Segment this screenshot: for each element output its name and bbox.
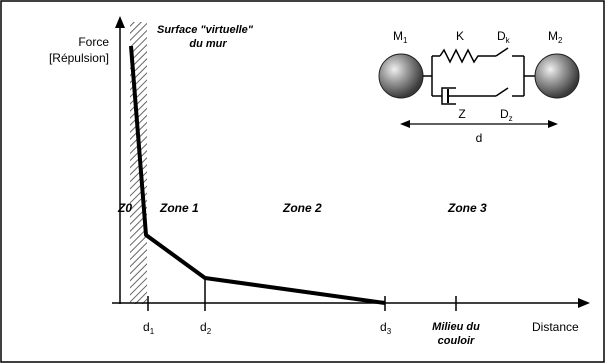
x-axis-label: Distance [532, 320, 579, 334]
tick-label-d2: d2 [200, 320, 212, 336]
zone-2-label: Zone 2 [282, 201, 322, 215]
switch-dz [495, 87, 509, 97]
zone-z0-label: Z0 [117, 201, 132, 215]
switch-dz-label: Dz [500, 107, 513, 123]
distance-d-label: d [476, 131, 483, 145]
damper-z [441, 87, 456, 105]
mass-spring-damper-mechanism: M1 M2 K Z Dk Dz d [378, 29, 580, 145]
mass-m2-label: M2 [548, 29, 563, 45]
mass-m2-ball [534, 53, 580, 99]
mass-m1-ball [378, 53, 424, 99]
zone-1-label: Zone 1 [159, 201, 199, 215]
tick-label-d1: d1 [143, 320, 155, 336]
milieu-label-line1: Milieu du [432, 321, 480, 333]
wall-label-line1: Surface "virtuelle" [157, 24, 254, 36]
damper-z-label: Z [458, 107, 465, 121]
switch-dk-label: Dk [497, 29, 511, 45]
switch-dk [495, 47, 509, 57]
y-axis-arrow [115, 16, 125, 28]
y-axis-label-line1: Force [78, 35, 109, 49]
y-axis-label-line2: [Répulsion] [49, 51, 109, 65]
tick-label-d3: d3 [380, 320, 392, 336]
x-axis-arrow [578, 298, 590, 308]
force-curve [129, 45, 386, 305]
milieu-label-line2: couloir [438, 335, 475, 347]
zone-3-label: Zone 3 [447, 201, 487, 215]
wall-label-line2: du mur [189, 38, 227, 50]
mass-m1-label: M1 [393, 29, 408, 45]
spring-k [439, 48, 486, 64]
spring-k-label: K [456, 29, 464, 43]
